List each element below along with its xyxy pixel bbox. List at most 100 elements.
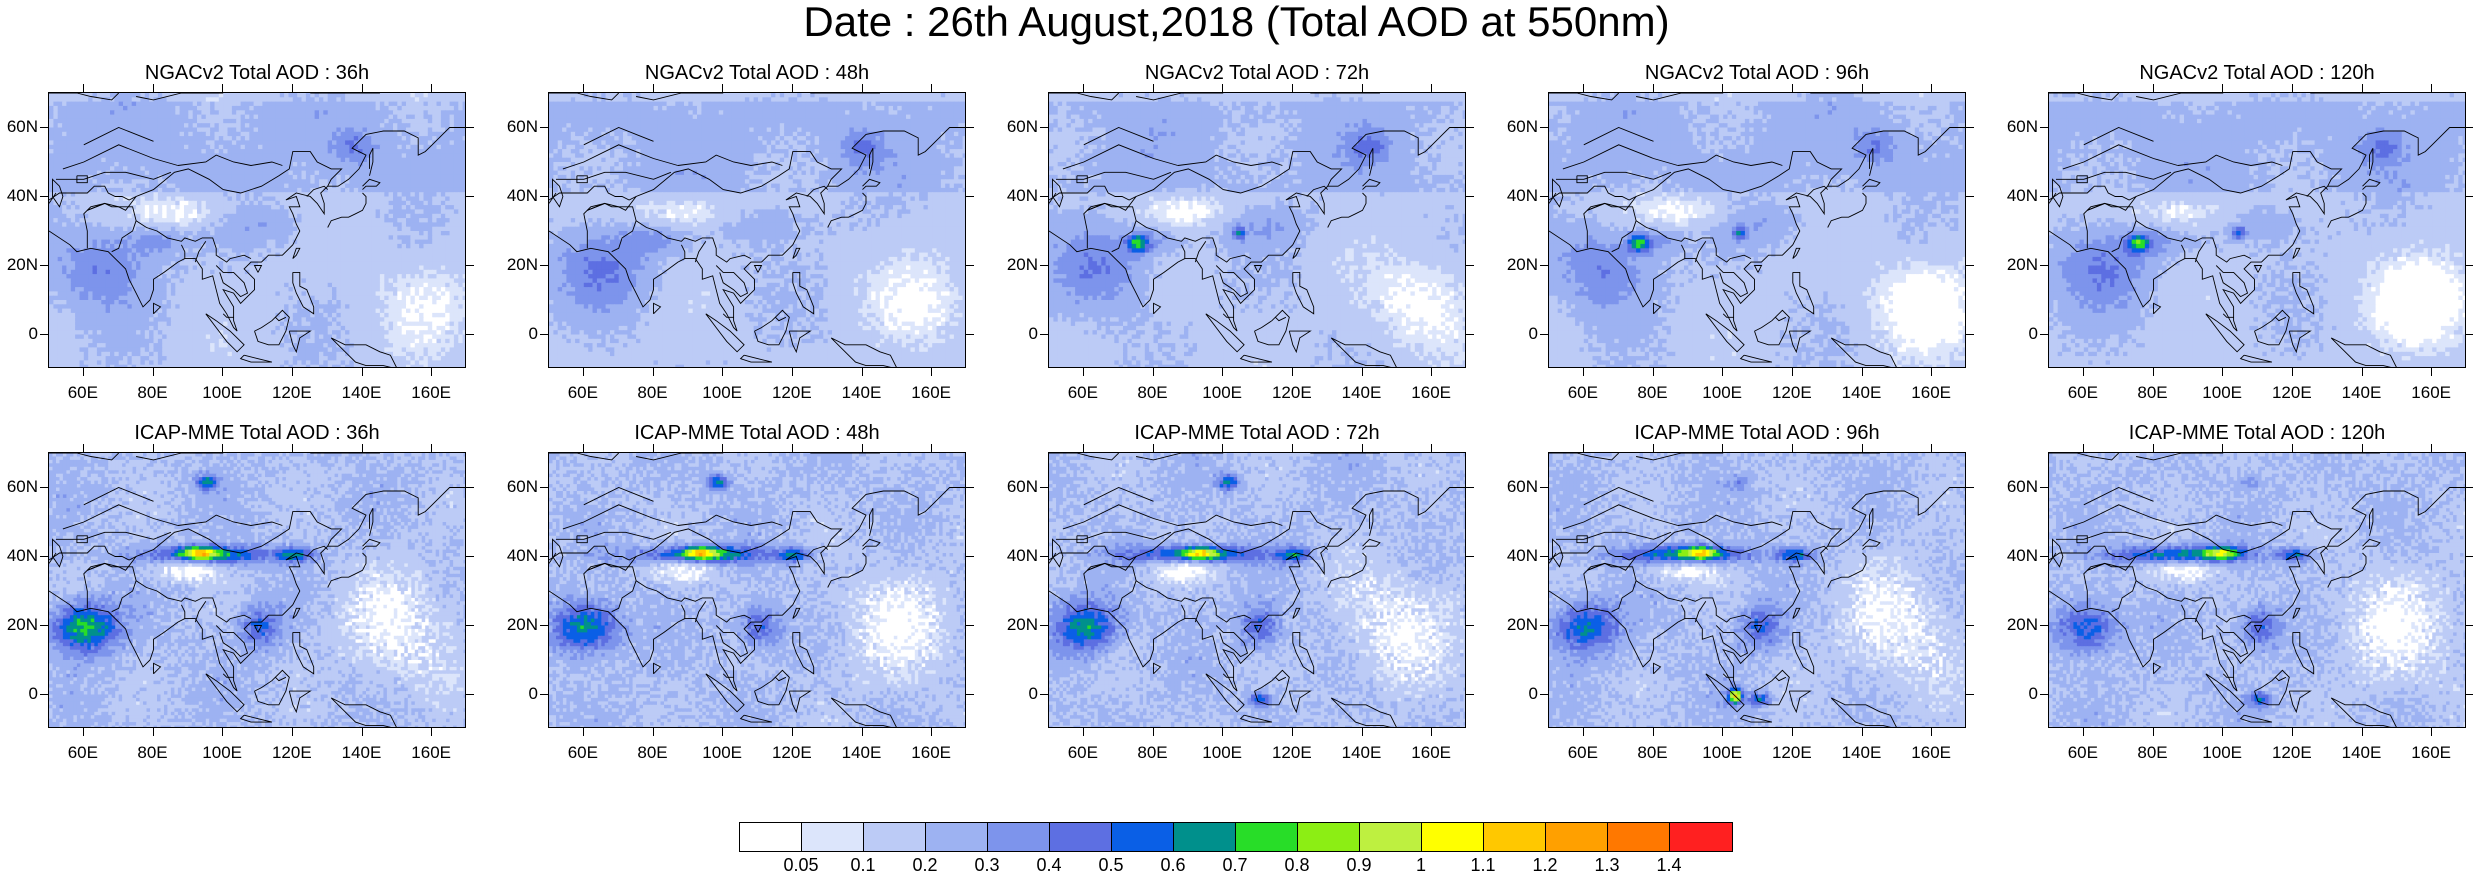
aod-grid-cell — [415, 218, 420, 223]
aod-grid-cell — [367, 192, 372, 197]
aod-grid-cell — [110, 304, 115, 309]
aod-grid-cell — [145, 171, 150, 176]
aod-grid-cell — [53, 304, 58, 309]
aod-grid-cell — [454, 222, 459, 227]
aod-grid-cell — [132, 235, 137, 240]
aod-grid-cell — [315, 296, 320, 301]
aod-grid-cell — [284, 278, 289, 283]
aod-grid-cell — [254, 110, 259, 115]
aod-grid-cell — [306, 235, 311, 240]
aod-grid-cell — [145, 184, 150, 189]
aod-grid-cell — [106, 158, 111, 163]
aod-grid-cell — [127, 209, 132, 214]
aod-grid-cell — [66, 149, 71, 154]
aod-grid-cell — [119, 115, 124, 120]
aod-grid-cell — [384, 300, 389, 305]
aod-grid-cell — [428, 166, 433, 171]
aod-grid-cell — [293, 123, 298, 128]
aod-grid-cell — [454, 227, 459, 232]
aod-grid-cell — [145, 253, 150, 258]
aod-grid-cell — [119, 166, 124, 171]
aod-grid-cell — [376, 192, 381, 197]
aod-grid-cell — [254, 192, 259, 197]
aod-grid-cell — [323, 192, 328, 197]
aod-grid-cell — [258, 140, 263, 145]
aod-grid-cell — [93, 300, 98, 305]
aod-grid-cell — [75, 179, 80, 184]
aod-grid-cell — [341, 235, 346, 240]
aod-grid-cell — [393, 266, 398, 271]
aod-grid-cell — [140, 162, 145, 167]
aod-grid-cell — [406, 140, 411, 145]
aod-grid-cell — [267, 166, 272, 171]
aod-grid-cell — [180, 175, 185, 180]
aod-grid-cell — [415, 296, 420, 301]
aod-grid-cell — [280, 158, 285, 163]
aod-grid-cell — [458, 283, 463, 288]
aod-grid-cell — [432, 248, 437, 253]
aod-grid-cell — [58, 274, 63, 279]
aod-grid-cell — [210, 300, 215, 305]
aod-grid-cell — [158, 309, 163, 314]
aod-grid-cell — [62, 274, 67, 279]
aod-grid-cell — [293, 158, 298, 163]
aod-grid-cell — [123, 291, 128, 296]
aod-grid-cell — [432, 209, 437, 214]
aod-grid-cell — [223, 201, 228, 206]
aod-grid-cell — [367, 291, 372, 296]
aod-grid-cell — [119, 184, 124, 189]
aod-grid-cell — [437, 235, 442, 240]
aod-grid-cell — [201, 248, 206, 253]
aod-grid-cell — [171, 119, 176, 124]
aod-grid-cell — [424, 231, 429, 236]
aod-grid-cell — [197, 257, 202, 262]
aod-grid-cell — [114, 287, 119, 292]
aod-grid-cell — [58, 313, 63, 318]
aod-grid-cell — [228, 218, 233, 223]
aod-grid-cell — [367, 309, 372, 314]
aod-grid-cell — [145, 209, 150, 214]
aod-grid-cell — [228, 209, 233, 214]
aod-grid-cell — [62, 188, 67, 193]
aod-grid-cell — [284, 283, 289, 288]
aod-grid-cell — [349, 218, 354, 223]
aod-grid-cell — [410, 171, 415, 176]
aod-grid-cell — [123, 192, 128, 197]
aod-grid-cell — [289, 188, 294, 193]
aod-grid-cell — [167, 115, 172, 120]
aod-grid-cell — [101, 136, 106, 141]
aod-grid-cell — [201, 253, 206, 258]
aod-grid-cell — [271, 222, 276, 227]
aod-grid-cell — [101, 227, 106, 232]
aod-grid-cell — [384, 313, 389, 318]
aod-grid-cell — [154, 253, 159, 258]
aod-grid-cell — [415, 110, 420, 115]
aod-grid-cell — [380, 300, 385, 305]
aod-grid-cell — [258, 205, 263, 210]
aod-grid-cell — [458, 201, 463, 206]
aod-grid-cell — [175, 244, 180, 249]
aod-grid-cell — [332, 97, 337, 102]
aod-grid-cell — [306, 197, 311, 202]
aod-grid-cell — [376, 166, 381, 171]
aod-grid-cell — [450, 145, 455, 150]
aod-grid-cell — [358, 201, 363, 206]
aod-grid-cell — [393, 123, 398, 128]
aod-grid-cell — [206, 110, 211, 115]
aod-grid-cell — [262, 296, 267, 301]
aod-grid-cell — [75, 231, 80, 236]
aod-grid-cell — [158, 128, 163, 133]
aod-grid-cell — [358, 253, 363, 258]
aod-grid-cell — [384, 214, 389, 219]
aod-grid-cell — [454, 162, 459, 167]
aod-grid-cell — [80, 153, 85, 158]
aod-grid-cell — [297, 257, 302, 262]
aod-grid-cell — [315, 149, 320, 154]
aod-grid-cell — [336, 300, 341, 305]
aod-grid-cell — [254, 97, 259, 102]
aod-grid-cell — [158, 235, 163, 240]
aod-grid-cell — [463, 218, 465, 223]
aod-grid-cell — [62, 171, 67, 176]
aod-grid-cell — [415, 123, 420, 128]
aod-grid-cell — [201, 145, 206, 150]
